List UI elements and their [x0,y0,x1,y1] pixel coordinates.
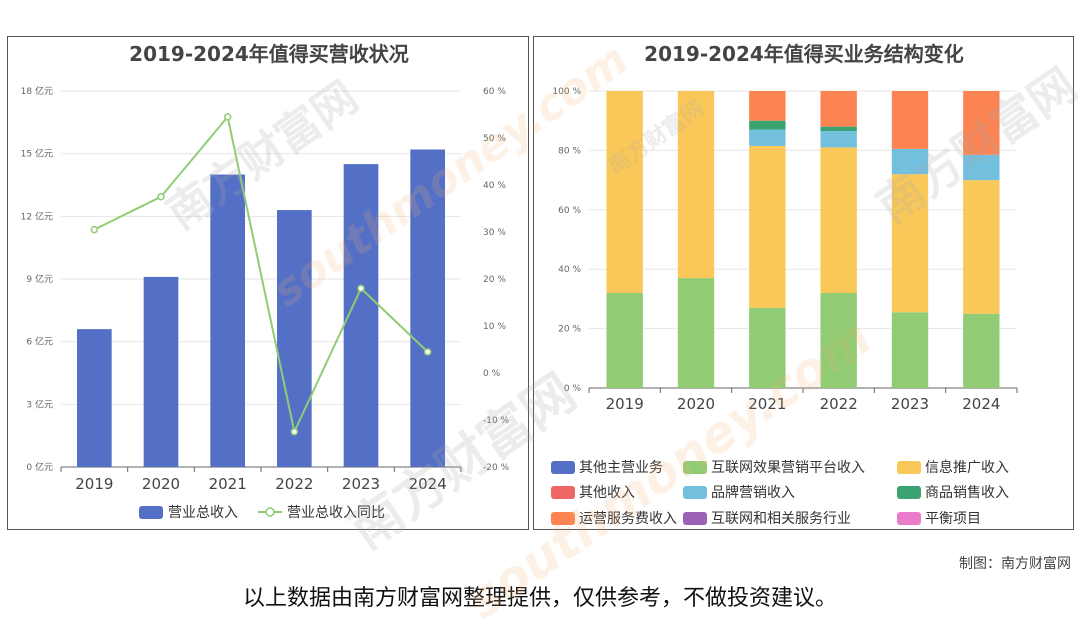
y-tick-label: 80 % [558,146,581,156]
y-tick-label: 20 % [558,325,581,335]
x-tick-label: 2024 [409,475,447,493]
bar-segment-2-2019 [606,91,643,293]
bar-revenue-2022 [277,210,312,468]
line-revenue-yoy [93,114,429,435]
y-right-tick-label: 0 % [483,369,501,379]
point-yoy-2024 [423,348,432,356]
bar-segment-1-2022 [820,292,857,388]
legend-label-8: 平衡项目 [925,511,981,527]
x-tick-label: 2022 [820,395,858,413]
point-yoy-2021 [223,113,232,121]
legend-label-6: 运营服务费收入 [579,511,677,527]
y-right-tick-label: -10 % [483,416,510,426]
legend-label-yoy: 营业总收入同比 [287,505,385,521]
point-yoy-2022 [290,428,299,436]
y-left-tick-label: 12 亿元 [21,210,53,222]
legend-label-7: 互联网和相关服务行业 [711,511,851,527]
legend-label-revenue: 营业总收入 [168,505,238,521]
y-tick-label: 40 % [558,265,581,275]
bar-segment-2-2024 [963,180,1000,314]
bar-segment-6-2023 [891,91,929,149]
legend-swatch-3 [551,486,575,499]
y-left-tick-label: 0 亿元 [26,461,53,473]
x-tick-label: 2024 [962,395,1000,413]
x-tick-label: 2020 [142,475,180,493]
legend-swatch-2 [897,461,921,474]
x-tick-label: 2020 [677,395,715,413]
bar-segment-1-2023 [891,312,929,388]
y-left-tick-label: 9 亿元 [26,273,53,285]
legend-swatch-8 [897,512,921,525]
y-right-tick-label: -20 % [483,463,510,473]
y-left-tick-label: 18 亿元 [21,85,53,97]
chart-title-left: 2019-2024年值得买营收状况 [129,42,409,66]
bar-revenue-2021 [210,174,245,468]
business-structure-chart-panel: 2019-2024年值得买业务结构变化 0 % 20 % 40 % 60 % 80 % 10… [533,36,1074,530]
bar-segment-2-2021 [749,145,786,308]
legend-label-1: 互联网效果营销平台收入 [711,460,865,476]
legend-label-0: 其他主营业务 [579,460,663,476]
bar-segment-6-2024 [963,91,1000,155]
x-tick-label: 2019 [75,475,113,493]
bar-segment-5-2021 [749,120,786,130]
x-tick-label: 2023 [891,395,929,413]
revenue-chart: 2019-2024年值得买营收状况 0 亿元 3 亿元 6 亿元 9 亿元 12 亿元 15… [21,42,510,521]
chart-credit: 制图：南方财富网 [959,556,1071,572]
bar-segment-4-2023 [891,148,929,175]
bar-segment-2-2022 [820,147,857,293]
bar-segment-2-2020 [677,91,715,279]
y-right-tick-label: 50 % [483,134,506,144]
y-left-tick-label: 6 亿元 [26,336,53,348]
point-yoy-2023 [357,284,365,293]
y-left-tick-label: 15 亿元 [21,148,53,160]
y-left-tick-label: 3 亿元 [26,398,53,410]
bar-segment-2-2023 [891,174,929,313]
y-right-tick-label: 30 % [483,228,506,238]
y-tick-label: 0 % [564,384,582,394]
bar-revenue-2024 [410,149,445,467]
bar-segment-4-2021 [749,129,786,146]
legend-swatch-7 [683,512,707,525]
x-tick-label: 2021 [209,475,247,493]
y-tick-label: 100 % [552,87,581,97]
bar-segment-4-2024 [963,154,1000,181]
bar-revenue-2019 [77,329,112,467]
legend-swatch-4 [683,486,707,499]
bar-segment-5-2022 [820,126,857,132]
legend-label-2: 信息推广收入 [925,459,1009,476]
x-tick-label: 2021 [748,395,786,413]
y-right-tick-label: 40 % [483,181,506,191]
y-right-tick-label: 60 % [483,87,506,97]
x-tick-label: 2022 [275,475,313,493]
legend-label-4: 品牌营销收入 [711,484,795,501]
legend-label-5: 商品销售收入 [925,485,1009,501]
legend-swatch-1 [683,461,707,474]
legend-swatch-revenue [139,506,163,519]
bar-segment-1-2019 [606,292,643,388]
business-structure-chart: 2019-2024年值得买业务结构变化 0 % 20 % 40 % 60 % 80 % 10… [551,42,1018,527]
legend-swatch-0 [551,461,575,474]
y-right-tick-label: 10 % [483,322,506,332]
point-yoy-2019 [90,225,99,234]
legend-swatch-yoy-marker [265,507,275,517]
x-tick-label: 2019 [606,395,644,413]
bar-segment-6-2022 [820,91,857,127]
x-tick-label: 2023 [342,475,380,493]
legend-label-3: 其他收入 [579,485,635,501]
bar-revenue-2020 [143,276,179,467]
bar-segment-1-2024 [963,313,1000,388]
bar-segment-1-2021 [749,307,786,388]
y-tick-label: 60 % [558,206,581,216]
legend-swatch-6 [551,512,575,525]
revenue-chart-panel: 2019-2024年值得买营收状况 0 亿元 3 亿元 6 亿元 9 亿元 12 亿元 15… [7,36,529,530]
chart-title-right: 2019-2024年值得买业务结构变化 [644,42,964,66]
point-yoy-2020 [157,193,165,201]
y-right-tick-label: 20 % [483,275,506,285]
bar-segment-4-2022 [820,131,857,148]
bar-segment-6-2021 [749,91,786,121]
legend-swatch-5 [897,486,921,499]
disclaimer-text: 以上数据由南方财富网整理提供，仅供参考，不做投资建议。 [242,586,837,611]
bar-segment-1-2020 [677,278,715,388]
